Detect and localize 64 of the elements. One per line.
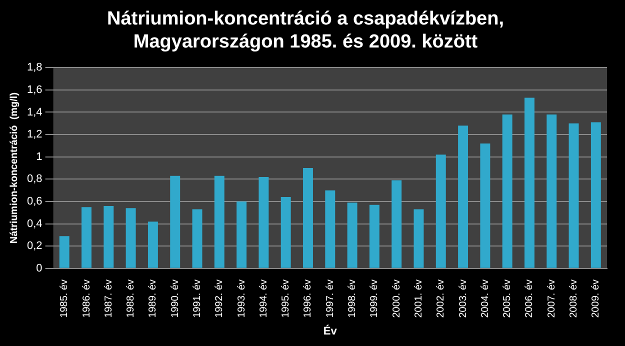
bar bbox=[369, 204, 380, 268]
bar bbox=[392, 180, 402, 268]
bar bbox=[192, 209, 202, 268]
bar bbox=[546, 114, 557, 268]
x-axis-title: Év bbox=[323, 324, 338, 338]
x-tick-label: 2003. év bbox=[458, 279, 469, 318]
y-tick-label: 0,6 bbox=[26, 196, 42, 208]
x-tick-label: 2006. év bbox=[524, 279, 536, 318]
x-tick-label: 1994. év bbox=[258, 279, 270, 318]
x-tick-label: 1985. év bbox=[59, 279, 70, 318]
y-tick-label: 0,4 bbox=[26, 218, 42, 230]
bar bbox=[568, 123, 579, 268]
bar bbox=[414, 209, 424, 268]
bar bbox=[59, 236, 70, 268]
x-tick-label: 2008. év bbox=[568, 279, 580, 318]
y-tick-label: 1,8 bbox=[26, 62, 42, 74]
y-tick-label: 0,2 bbox=[26, 240, 42, 252]
x-tick-label: 1991. év bbox=[192, 279, 204, 318]
x-tick-label: 2000. év bbox=[391, 279, 402, 318]
x-tick-label: 2001. év bbox=[413, 279, 424, 318]
x-tick-label: 2009. év bbox=[590, 279, 602, 318]
bar bbox=[590, 122, 601, 268]
y-tick-label: 1,2 bbox=[26, 128, 42, 141]
x-tick-label: 1986. év bbox=[81, 279, 92, 318]
x-tick-label: 2007. év bbox=[546, 279, 558, 318]
x-tick-label: 2005. év bbox=[502, 279, 514, 318]
bar bbox=[280, 197, 291, 268]
bar bbox=[236, 201, 247, 268]
x-tick-label: 1989. év bbox=[148, 279, 159, 318]
x-tick-label: 1998. év bbox=[347, 279, 358, 318]
y-axis-title: Nátriumion-koncentráció (mg/l) bbox=[8, 92, 20, 244]
text: Magyarországon 1985. és 2009. között bbox=[133, 31, 478, 52]
y-tick-label: 0 bbox=[36, 262, 42, 274]
x-tick-label: 1992. év bbox=[214, 279, 226, 318]
bar bbox=[148, 222, 158, 268]
x-tick-label: 1995. év bbox=[280, 279, 292, 318]
y-tick-label: 1,6 bbox=[26, 84, 42, 96]
x-tick-label: 2002. év bbox=[436, 279, 447, 318]
x-tick-label: 1996. év bbox=[302, 279, 314, 318]
bar bbox=[258, 176, 269, 268]
bar bbox=[126, 208, 136, 268]
x-tick-label: 1997. év bbox=[324, 279, 336, 318]
x-tick-label: 1990. év bbox=[170, 279, 181, 318]
y-tick-label: 1,4 bbox=[26, 106, 42, 118]
bar bbox=[347, 202, 358, 268]
x-tick-label: 1988. év bbox=[126, 279, 137, 318]
bar bbox=[480, 143, 490, 268]
bar bbox=[214, 176, 224, 268]
x-tick-label: 1987. év bbox=[103, 279, 114, 318]
bar bbox=[104, 206, 114, 268]
bar bbox=[325, 190, 336, 268]
bar bbox=[170, 176, 180, 268]
x-tick-label: 1999. év bbox=[369, 279, 380, 318]
bar bbox=[436, 154, 446, 268]
bar bbox=[502, 114, 512, 268]
bar bbox=[303, 168, 313, 268]
x-tick-label: 2004. év bbox=[480, 279, 491, 318]
text: Nátriumion-koncentráció a csapadékvízben, bbox=[106, 8, 504, 30]
y-tick-label: 0,8 bbox=[26, 173, 42, 186]
bar bbox=[82, 207, 92, 268]
x-tick-label: 1993. év bbox=[236, 279, 248, 318]
bar bbox=[458, 126, 468, 268]
y-tick-label: 1 bbox=[36, 150, 42, 163]
bar bbox=[524, 98, 534, 268]
